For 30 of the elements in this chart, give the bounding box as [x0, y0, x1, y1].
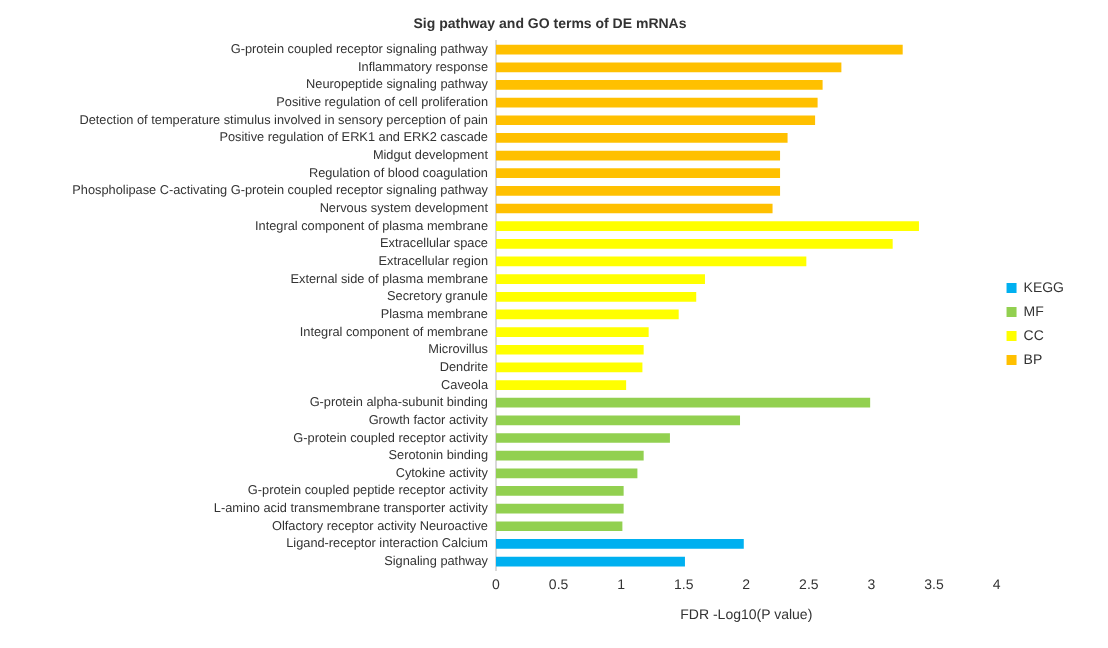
bar	[496, 150, 781, 161]
bar	[496, 115, 816, 126]
bar	[496, 521, 623, 532]
bar	[496, 433, 670, 443]
bar	[496, 44, 903, 55]
bar	[496, 503, 624, 514]
bar	[496, 362, 643, 373]
bar	[496, 309, 679, 320]
bar	[496, 450, 644, 461]
bar	[496, 468, 638, 479]
bar	[496, 380, 627, 390]
bar	[496, 327, 649, 337]
bar	[496, 168, 781, 179]
bar	[496, 203, 773, 214]
bar	[496, 97, 818, 108]
bar	[496, 186, 781, 196]
bar	[496, 415, 741, 426]
bar	[496, 344, 644, 355]
bar	[496, 80, 823, 90]
bar	[496, 62, 842, 73]
bar	[496, 486, 624, 496]
bar	[496, 539, 744, 549]
bar	[496, 256, 807, 267]
bar	[496, 133, 788, 143]
bar	[496, 397, 871, 408]
bar	[496, 274, 705, 284]
bar	[496, 291, 697, 302]
bar	[496, 238, 893, 249]
bar	[496, 556, 685, 567]
bar	[496, 221, 919, 232]
